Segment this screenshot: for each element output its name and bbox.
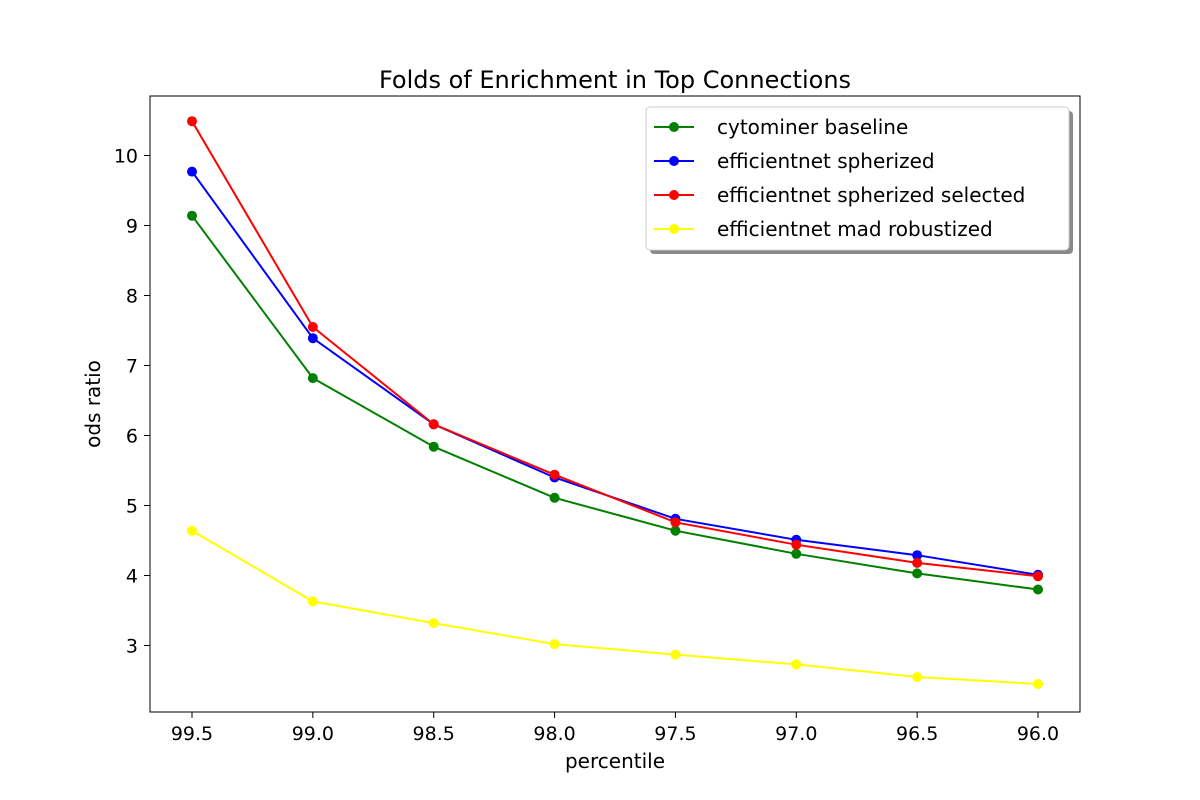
chart-title: Folds of Enrichment in Top Connections [379,66,851,94]
data-point-cytominer-baseline [1033,584,1043,595]
data-point-efficientnet-mad-robustized [307,596,318,607]
x-tick-label: 97.5 [654,723,696,745]
data-point-efficientnet-spherized-selected [912,557,923,568]
series-group [187,116,1043,689]
data-point-efficientnet-mad-robustized [428,618,439,629]
data-point-efficientnet-mad-robustized [670,649,681,660]
y-tick-label: 5 [126,496,138,518]
y-tick-label: 8 [126,286,138,308]
data-point-efficientnet-spherized [307,333,318,344]
x-axis-label: percentile [565,749,665,773]
y-axis-ticks: 3 4 5 6 7 8 9 10 [114,146,150,658]
data-point-efficientnet-spherized-selected [1033,571,1043,582]
legend-box [645,106,1070,251]
legend-label: efficientnet spherized selected [717,183,1025,207]
y-tick-label: 7 [126,356,138,378]
data-point-efficientnet-spherized [187,166,197,177]
series-line-efficientnet-spherized-selected [191,120,1039,578]
data-point-efficientnet-spherized-selected [791,539,802,550]
x-tick-label: 96.5 [896,723,938,745]
series-line-cytominer-baseline [191,215,1039,591]
data-point-efficientnet-spherized-selected [307,322,318,332]
legend-marker [669,122,679,132]
legend-label: efficientnet spherized [717,149,935,173]
data-point-efficientnet-mad-robustized [549,639,560,650]
x-tick-label: 98.5 [413,723,455,745]
data-point-cytominer-baseline [549,492,560,503]
data-point-efficientnet-spherized [912,550,923,561]
x-tick-label: 96.0 [1017,723,1059,745]
legend-marker [669,190,679,200]
data-point-cytominer-baseline [187,210,197,221]
series-line-efficientnet-mad-robustized [191,529,1039,685]
y-tick-label: 3 [126,636,138,658]
data-point-efficientnet-spherized-selected [670,517,681,528]
data-point-efficientnet-spherized-selected [428,419,439,430]
data-point-efficientnet-mad-robustized [187,525,197,536]
y-tick-label: 9 [126,216,138,238]
x-axis-ticks: 99.5 99.0 98.5 98.0 97.5 97.0 96.5 96.0 [171,712,1059,745]
plot-frame [149,95,1081,713]
x-tick-label: 99.0 [292,723,334,745]
data-point-cytominer-baseline [912,568,923,579]
legend-marker [669,156,679,166]
data-point-efficientnet-mad-robustized [1033,679,1043,689]
legend-label: efficientnet mad robustized [717,217,993,241]
legend: cytominer baseline efficientnet spherized… [645,106,1073,254]
data-point-cytominer-baseline [428,441,439,452]
data-point-efficientnet-mad-robustized [912,672,923,682]
data-point-efficientnet-spherized-selected [549,469,560,480]
legend-label: cytominer baseline [717,115,908,139]
data-point-cytominer-baseline [791,548,802,559]
data-point-efficientnet-mad-robustized [791,659,802,670]
data-point-cytominer-baseline [670,525,681,536]
y-tick-label: 6 [126,426,138,448]
x-tick-label: 99.5 [171,723,213,745]
legend-marker [669,224,679,234]
y-axis-label: ods ratio [81,360,105,448]
x-tick-label: 98.0 [533,723,575,745]
y-tick-label: 10 [114,146,138,168]
data-point-cytominer-baseline [307,373,318,384]
data-point-efficientnet-spherized-selected [187,116,197,127]
plot-area [149,95,1081,713]
x-tick-label: 97.0 [775,723,817,745]
y-tick-label: 4 [126,566,138,588]
